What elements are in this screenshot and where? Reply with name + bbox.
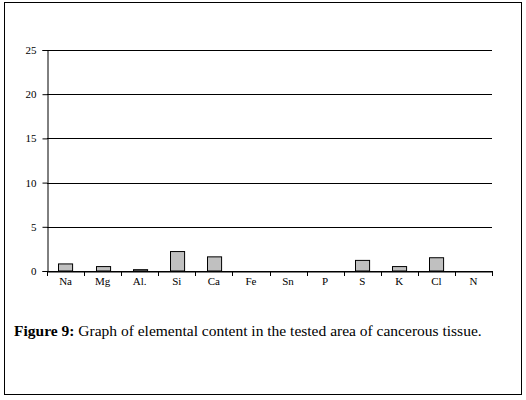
- x-tick: Sn: [282, 272, 294, 288]
- x-tick-label: Fe: [245, 275, 256, 287]
- x-axis: Na Mg Al. Si Ca Fe Sn P S K Cl N: [48, 272, 493, 288]
- x-separator: [84, 271, 85, 276]
- figure-frame: [5, 3, 522, 395]
- x-tick: Fe: [245, 272, 256, 288]
- y-tick-mark: [43, 94, 48, 95]
- grid-line: [47, 94, 492, 95]
- bar: [430, 258, 444, 271]
- x-separator: [381, 271, 382, 276]
- bar: [134, 270, 148, 271]
- x-separator: [158, 271, 159, 276]
- y-tick-mark: [43, 271, 48, 272]
- bar: [171, 252, 185, 271]
- y-tick-label: 0: [31, 265, 37, 277]
- bars: [59, 252, 444, 271]
- x-tick-label: P: [322, 275, 328, 287]
- y-tick: 15: [26, 132, 48, 144]
- x-separator: [121, 271, 122, 276]
- bar: [393, 267, 407, 271]
- x-separator: [344, 271, 345, 276]
- y-tick-mark: [43, 138, 48, 139]
- x-tick-label: S: [359, 275, 365, 287]
- y-tick-mark: [43, 50, 48, 51]
- bar: [208, 257, 222, 271]
- grid-line: [47, 227, 492, 228]
- grid-line: [47, 271, 492, 272]
- x-separator: [47, 271, 48, 276]
- x-tick: Al.: [133, 272, 147, 288]
- x-tick-label: N: [469, 275, 477, 287]
- x-tick-label: Sn: [282, 275, 294, 287]
- x-tick-label: K: [395, 275, 403, 287]
- bar: [59, 264, 73, 271]
- x-separator: [418, 271, 419, 276]
- x-separator: [492, 271, 493, 276]
- x-tick: Na: [59, 272, 72, 288]
- x-separator: [195, 271, 196, 276]
- grid-line: [47, 183, 492, 184]
- x-tick: K: [395, 272, 403, 288]
- y-tick: 0: [31, 265, 48, 277]
- x-tick: Cl: [431, 272, 441, 288]
- x-tick-label: Na: [59, 275, 72, 287]
- x-tick: S: [359, 272, 365, 288]
- x-tick: N: [469, 272, 477, 288]
- x-separator: [455, 271, 456, 276]
- chart: 0 5 10 15 20 25 Na Mg Al. Si Ca Fe Sn P S K Cl N Figure 9:…: [0, 0, 526, 400]
- y-tick: 10: [26, 177, 48, 189]
- y-tick-label: 15: [26, 132, 38, 144]
- grid-line: [47, 50, 492, 51]
- x-tick-label: Al.: [133, 275, 147, 287]
- y-tick-mark: [43, 227, 48, 228]
- y-axis-line: [43, 51, 49, 272]
- x-separator: [270, 271, 271, 276]
- x-separator: [232, 271, 233, 276]
- x-tick-label: Mg: [95, 275, 111, 287]
- x-tick-label: Ca: [208, 275, 220, 287]
- y-tick: 5: [31, 221, 48, 233]
- x-tick: Mg: [95, 272, 111, 288]
- y-tick-label: 5: [31, 221, 37, 233]
- bar: [282, 271, 296, 272]
- x-tick-label: Cl: [431, 275, 441, 287]
- x-separator: [307, 271, 308, 276]
- x-tick: P: [322, 272, 328, 288]
- x-separators: [48, 271, 493, 276]
- y-tick-mark: [43, 183, 48, 184]
- bar: [467, 271, 481, 272]
- bar: [356, 260, 370, 271]
- caption: Figure 9: Graph of elemental content in …: [14, 322, 482, 339]
- x-tick: Ca: [208, 272, 220, 288]
- y-tick-label: 10: [26, 177, 38, 189]
- y-tick: 20: [26, 88, 48, 100]
- grid-line: [47, 138, 492, 139]
- y-axis: 0 5 10 15 20 25: [26, 44, 49, 277]
- x-tick-label: Si: [172, 275, 181, 287]
- bar: [245, 271, 259, 272]
- bar: [319, 271, 333, 272]
- y-tick: 25: [26, 44, 48, 56]
- y-tick-label: 20: [26, 88, 38, 100]
- grid: [47, 51, 492, 272]
- x-tick: Si: [172, 272, 181, 288]
- bar: [97, 267, 111, 271]
- y-tick-label: 25: [26, 44, 38, 56]
